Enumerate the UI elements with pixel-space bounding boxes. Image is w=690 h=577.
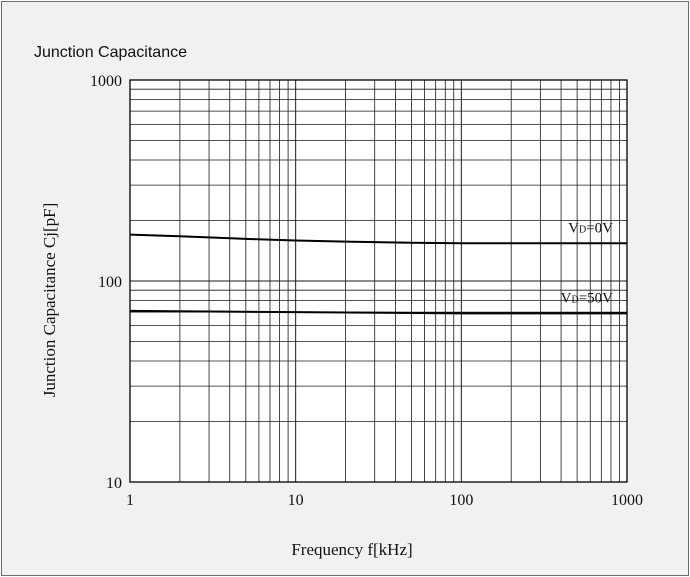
series-label-0: VD=0V: [568, 220, 613, 236]
grid: [130, 80, 627, 482]
series-line-1: [129, 309, 627, 315]
y-tick-label: 1000: [90, 73, 122, 90]
y-tick-label: 10: [106, 475, 122, 492]
x-tick-labels: 1 10 100 1000: [126, 492, 643, 509]
y-axis-label: Junction Capacitance Cj[pF]: [40, 203, 59, 398]
series-line-0: [129, 233, 627, 245]
x-tick-label: 100: [449, 492, 473, 509]
y-tick-label: 100: [98, 274, 122, 291]
x-axis-label: Frequency f[kHz]: [291, 540, 412, 559]
chart-title: Junction Capacitance: [34, 44, 187, 61]
x-tick-label: 1: [126, 492, 134, 509]
series-label-1: VD=50V: [561, 290, 614, 306]
y-tick-labels: 10 100 1000: [90, 73, 122, 492]
x-tick-label: 1000: [611, 492, 643, 509]
series-group: VD=0V VD=50V: [129, 220, 627, 315]
plot-border: [129, 79, 628, 483]
x-tick-label: 10: [288, 492, 304, 509]
